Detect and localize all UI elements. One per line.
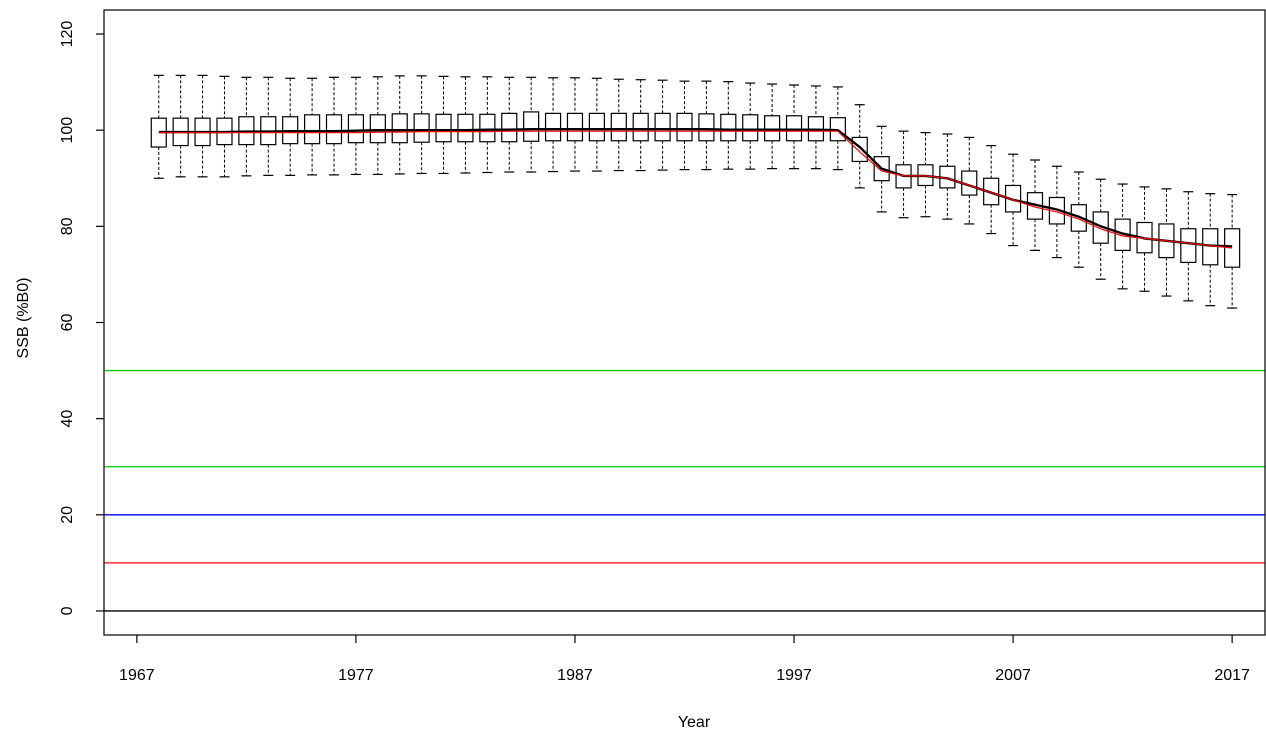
y-tick-label: 0 xyxy=(59,606,76,615)
box-1968 xyxy=(150,74,167,179)
iqr-box xyxy=(676,112,693,142)
box-2015 xyxy=(1180,191,1197,302)
box-2016 xyxy=(1202,193,1219,307)
iqr-box xyxy=(654,112,671,142)
box-1980 xyxy=(413,75,430,175)
iqr-box xyxy=(1004,184,1022,213)
iqr-box xyxy=(457,113,474,143)
y-axis: 0 20 40 60 80 100 120 xyxy=(59,21,104,615)
box-2000 xyxy=(851,104,868,189)
box-1982 xyxy=(457,76,474,174)
iqr-box xyxy=(369,114,386,144)
iqr-box xyxy=(304,114,321,145)
y-tick-label: 80 xyxy=(59,217,76,235)
box-1999 xyxy=(829,86,846,171)
median-line xyxy=(158,130,1233,249)
iqr-box xyxy=(1180,228,1197,264)
iqr-box xyxy=(1070,204,1087,232)
mean-line xyxy=(158,127,1233,248)
y-axis-title: SSB (%B0) xyxy=(15,278,32,359)
box-1987 xyxy=(566,77,584,172)
box-1979 xyxy=(391,75,408,175)
iqr-box xyxy=(1224,228,1241,268)
x-tick-label: 1987 xyxy=(557,667,593,684)
iqr-box xyxy=(851,136,868,163)
box-1995 xyxy=(742,82,759,170)
box-1977 xyxy=(347,76,365,176)
box-1975 xyxy=(304,77,321,176)
box-1997 xyxy=(785,84,803,170)
box-1970 xyxy=(194,74,211,178)
iqr-box xyxy=(347,114,365,144)
box-2001 xyxy=(873,125,890,213)
box-2007 xyxy=(1004,153,1022,247)
box-1989 xyxy=(610,78,627,172)
box-1991 xyxy=(654,79,671,171)
x-tick-label: 2017 xyxy=(1214,667,1250,684)
x-tick-label: 1997 xyxy=(776,667,812,684)
box-1974 xyxy=(282,77,299,176)
iqr-box xyxy=(764,115,781,142)
iqr-box xyxy=(413,113,430,143)
box-1988 xyxy=(588,77,605,172)
iqr-box xyxy=(698,113,715,142)
y-tick-label: 100 xyxy=(59,117,76,144)
box-2017 xyxy=(1224,194,1241,309)
iqr-box xyxy=(325,114,343,145)
iqr-box xyxy=(720,113,737,142)
box-1993 xyxy=(698,80,715,171)
box-1996 xyxy=(764,83,781,170)
box-1981 xyxy=(435,75,452,175)
reference-lines xyxy=(104,369,1265,612)
box-2006 xyxy=(983,144,1000,235)
box-1998 xyxy=(807,85,825,170)
box-1984 xyxy=(501,76,518,173)
box-2005 xyxy=(961,136,978,225)
x-tick-label: 2007 xyxy=(995,667,1031,684)
box-1994 xyxy=(720,81,737,170)
x-axis-title: Year xyxy=(678,714,711,731)
iqr-box xyxy=(873,156,890,182)
box-1985 xyxy=(523,76,540,173)
box-1969 xyxy=(172,74,189,178)
iqr-box xyxy=(523,111,540,142)
iqr-box xyxy=(566,112,584,142)
box-1983 xyxy=(479,76,496,174)
iqr-box xyxy=(435,113,452,143)
box-2010 xyxy=(1070,171,1087,268)
y-tick-label: 40 xyxy=(59,410,76,428)
iqr-box xyxy=(391,113,408,144)
trend-lines xyxy=(158,127,1233,249)
box-2013 xyxy=(1136,186,1153,292)
box-1990 xyxy=(632,79,649,172)
box-1976 xyxy=(325,76,343,176)
box-1986 xyxy=(544,77,562,173)
box-1978 xyxy=(369,76,386,176)
iqr-box xyxy=(588,112,605,142)
y-tick-label: 20 xyxy=(59,506,76,524)
iqr-box xyxy=(785,115,803,142)
iqr-box xyxy=(610,112,627,142)
x-tick-label: 1977 xyxy=(338,667,374,684)
y-tick-label: 120 xyxy=(59,21,76,48)
box-2003 xyxy=(917,131,934,218)
box-series xyxy=(150,74,1241,309)
x-tick-label: 1967 xyxy=(119,667,155,684)
iqr-box xyxy=(632,112,649,142)
box-1973 xyxy=(260,76,277,176)
y-tick-label: 60 xyxy=(59,314,76,332)
box-1992 xyxy=(676,80,693,171)
iqr-box xyxy=(501,112,518,143)
box-1971 xyxy=(216,75,233,178)
iqr-box xyxy=(479,113,496,143)
x-axis: 1967 1977 1987 1997 2007 2017 xyxy=(119,635,1250,684)
box-1972 xyxy=(238,76,255,177)
iqr-box xyxy=(544,112,562,142)
iqr-box xyxy=(742,114,759,142)
